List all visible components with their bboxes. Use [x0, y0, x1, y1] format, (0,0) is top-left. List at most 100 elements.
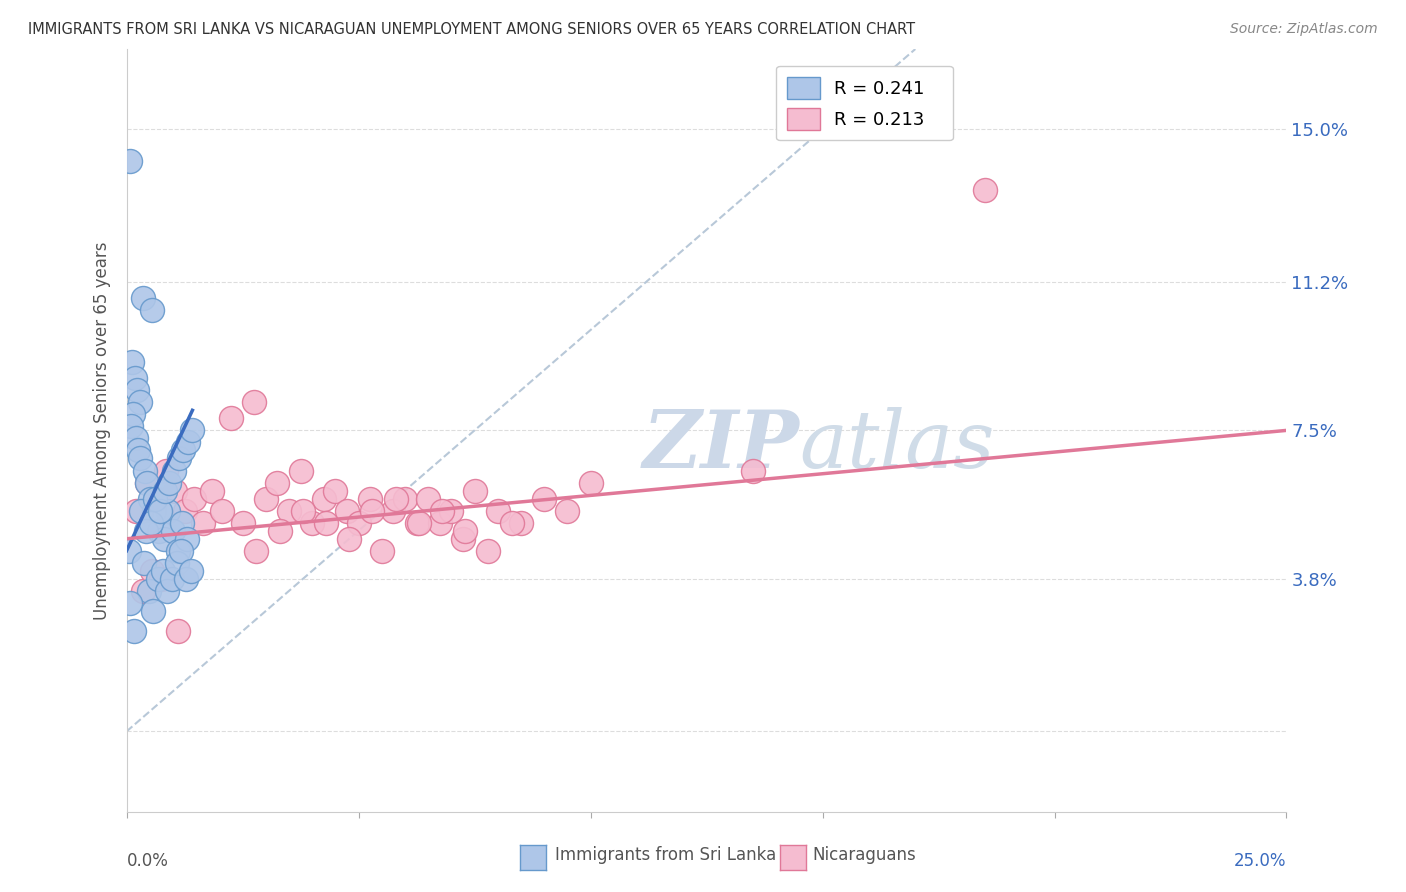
Point [125, 503, 148, 517]
Point [405, 516, 427, 530]
Point [243, 395, 266, 409]
Point [429, 516, 451, 530]
Point [122, 624, 145, 639]
Point [128, 395, 150, 409]
Point [172, 443, 194, 458]
Point [451, 532, 474, 546]
Point [157, 475, 180, 490]
Point [269, 524, 291, 538]
Point [138, 584, 160, 599]
Point [486, 503, 509, 517]
Point [557, 503, 579, 517]
Point [143, 503, 166, 517]
Point [336, 503, 359, 517]
Point [143, 491, 166, 506]
Point [301, 516, 323, 530]
Text: IMMIGRANTS FROM SRI LANKA VS NICARAGUAN UNEMPLOYMENT AMONG SENIORS OVER 65 YEARS: IMMIGRANTS FROM SRI LANKA VS NICARAGUAN … [28, 22, 915, 37]
Point [122, 408, 145, 422]
Point [440, 503, 463, 517]
Point [127, 443, 149, 458]
Point [141, 303, 163, 318]
Point [174, 572, 197, 586]
Point [418, 491, 440, 506]
Point [579, 475, 602, 490]
Point [312, 491, 335, 506]
Point [180, 564, 202, 578]
Point [125, 432, 148, 446]
Point [464, 483, 486, 498]
Point [973, 183, 995, 197]
Point [219, 411, 242, 425]
Point [120, 154, 142, 169]
Point [145, 491, 167, 506]
Point [359, 491, 381, 506]
Point [136, 475, 159, 490]
Text: Nicaraguans: Nicaraguans [813, 846, 917, 863]
Point [278, 503, 301, 517]
Text: Immigrants from Sri Lanka: Immigrants from Sri Lanka [555, 846, 776, 863]
Point [166, 624, 188, 639]
Point [181, 424, 204, 438]
Point [121, 355, 143, 369]
Point [211, 503, 233, 517]
Point [152, 564, 174, 578]
Point [361, 503, 384, 517]
Point [501, 516, 523, 530]
Point [134, 464, 156, 478]
Point [132, 584, 155, 599]
Point [245, 544, 267, 558]
Point [347, 516, 370, 530]
Point [201, 483, 224, 498]
Point [742, 464, 765, 478]
Point [142, 604, 165, 618]
Point [177, 435, 200, 450]
Point [149, 503, 172, 517]
Point [160, 572, 183, 586]
Point [134, 556, 156, 570]
Point [155, 464, 177, 478]
Point [254, 491, 277, 506]
Point [118, 544, 141, 558]
Point [148, 524, 170, 538]
Point [167, 451, 190, 466]
Text: atlas: atlas [799, 407, 994, 484]
Point [371, 544, 394, 558]
Point [124, 371, 146, 385]
Text: 0.0%: 0.0% [127, 852, 169, 870]
Point [150, 572, 173, 586]
Point [290, 464, 312, 478]
Point [166, 556, 188, 570]
Point [384, 491, 406, 506]
Point [141, 564, 163, 578]
Point [120, 419, 142, 434]
Point [131, 503, 153, 517]
Point [408, 516, 430, 530]
Point [132, 291, 155, 305]
Text: ZIP: ZIP [643, 407, 799, 484]
Point [315, 516, 337, 530]
Point [157, 503, 180, 517]
Point [152, 532, 174, 546]
Point [430, 503, 453, 517]
Y-axis label: Unemployment Among Seniors over 65 years: Unemployment Among Seniors over 65 years [93, 241, 111, 620]
Point [394, 491, 416, 506]
Point [173, 503, 195, 517]
Point [291, 503, 314, 517]
Point [454, 524, 477, 538]
Point [139, 516, 162, 530]
Point [231, 516, 254, 530]
Point [153, 483, 176, 498]
Point [129, 451, 152, 466]
Point [323, 483, 347, 498]
Point [125, 384, 148, 398]
Point [146, 572, 169, 586]
Point [176, 532, 198, 546]
Point [509, 516, 531, 530]
Legend: R = 0.241   , R = 0.213   : R = 0.241 , R = 0.213 [776, 66, 953, 140]
Point [135, 524, 157, 538]
Point [136, 475, 159, 490]
Point [172, 516, 194, 530]
Point [138, 491, 162, 506]
Text: Source: ZipAtlas.com: Source: ZipAtlas.com [1230, 22, 1378, 37]
Point [337, 532, 360, 546]
